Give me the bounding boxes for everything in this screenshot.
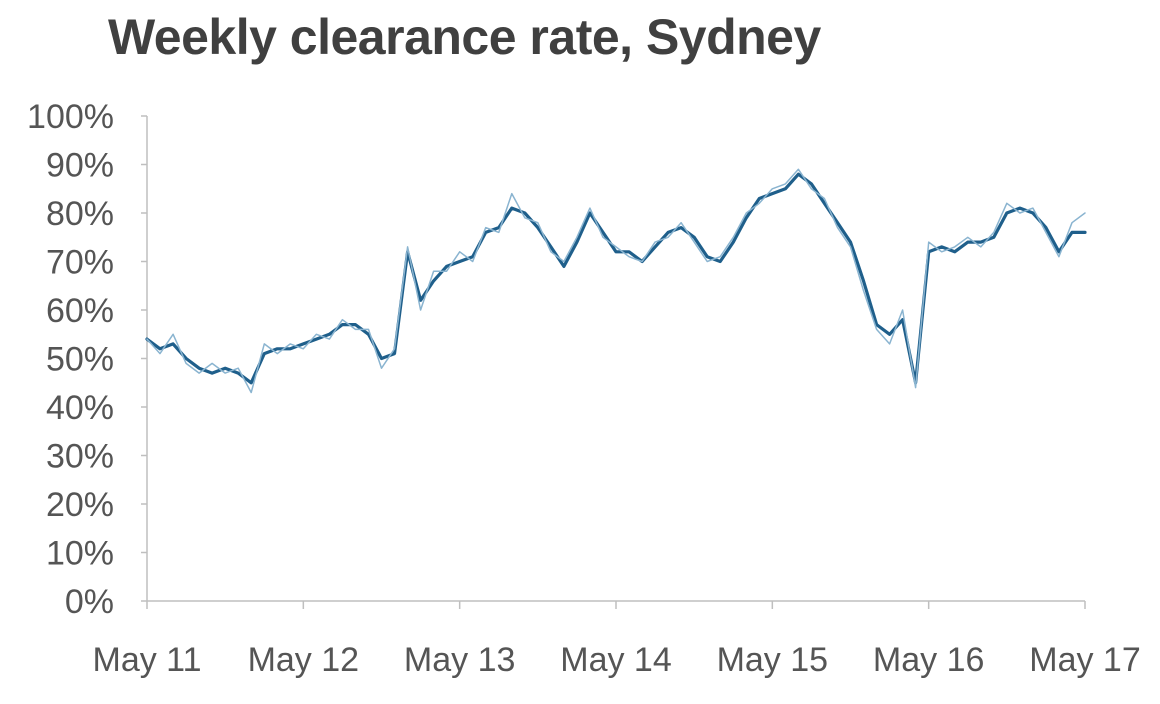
series-line-1 bbox=[145, 172, 1087, 385]
y-tick-label: 70% bbox=[46, 244, 114, 282]
series-line-2 bbox=[146, 168, 1086, 394]
x-tick-label: May 17 bbox=[1029, 641, 1141, 679]
y-tick-label: 80% bbox=[46, 195, 114, 233]
y-tick-label: 40% bbox=[46, 389, 114, 427]
y-tick-label: 0% bbox=[65, 583, 114, 621]
y-tick-label: 100% bbox=[27, 98, 114, 136]
x-tick-label: May 16 bbox=[873, 641, 985, 679]
x-tick-label: May 14 bbox=[560, 641, 672, 679]
chart-title: Weekly clearance rate, Sydney bbox=[108, 9, 821, 65]
x-tick-labels: May 11 May 12 May 13 May 14 May 15 May 16 May … bbox=[93, 641, 1141, 679]
x-tick-label: May 15 bbox=[717, 641, 829, 679]
y-tick-label: 50% bbox=[46, 341, 114, 379]
x-tick-label: May 11 bbox=[93, 641, 202, 679]
y-tick-labels: 0% 10% 20% 30% 40% 50% 60% 70% 80% 90% 100% bbox=[27, 98, 114, 621]
y-tick-label: 60% bbox=[46, 292, 114, 330]
y-tick-label: 30% bbox=[46, 438, 114, 476]
y-tick-label: 10% bbox=[46, 535, 114, 573]
series-layer bbox=[145, 168, 1087, 394]
x-tick-label: May 12 bbox=[248, 641, 360, 679]
axes bbox=[141, 115, 1086, 609]
y-tick-label: 20% bbox=[46, 486, 114, 524]
x-tick-label: May 13 bbox=[404, 641, 516, 679]
y-tick-label: 90% bbox=[46, 147, 114, 185]
